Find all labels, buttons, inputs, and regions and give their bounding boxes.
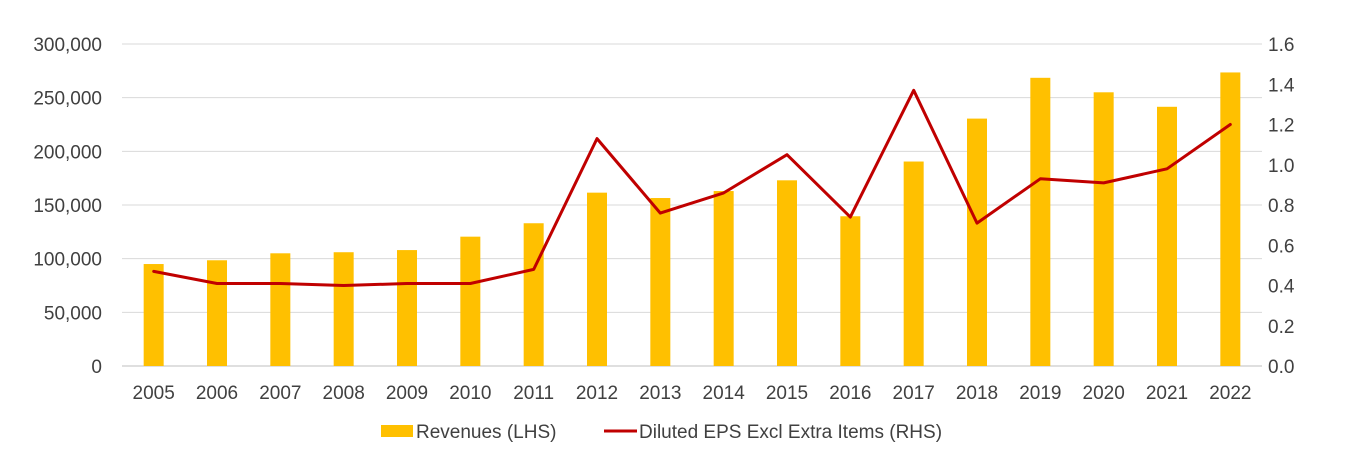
x-tick-label: 2017	[893, 383, 935, 404]
x-tick-label: 2016	[829, 383, 871, 404]
revenue-bar	[777, 180, 797, 366]
x-tick-label: 2018	[956, 383, 998, 404]
revenue-bar	[460, 236, 481, 366]
right-tick-label: 1.6	[1268, 35, 1294, 56]
revenue-bars	[143, 72, 1241, 367]
x-tick-label: 2020	[1083, 383, 1125, 404]
gridlines	[122, 43, 1262, 367]
left-tick-label: 150,000	[33, 196, 102, 217]
right-tick-label: 1.2	[1268, 116, 1294, 137]
legend: Revenues (LHS) Diluted EPS Excl Extra It…	[381, 422, 942, 443]
left-axis-labels: 0 50,000 100,000 150,000 200,000 250,000 300,0…	[33, 35, 102, 378]
x-tick-label: 2012	[576, 383, 618, 404]
revenue-bar	[1093, 92, 1114, 367]
left-tick-label: 100,000	[33, 250, 102, 271]
left-tick-label: 250,000	[33, 89, 102, 110]
revenue-bar	[967, 118, 987, 366]
x-tick-label: 2008	[323, 383, 365, 404]
revenue-bar	[1220, 72, 1241, 367]
right-tick-label: 0.4	[1268, 277, 1295, 298]
revenue-bar	[903, 161, 924, 366]
revenue-bar	[840, 216, 861, 366]
revenue-bar	[1157, 106, 1177, 366]
revenue-bar	[1030, 77, 1051, 366]
revenue-bar	[523, 223, 544, 366]
legend-label-eps: Diluted EPS Excl Extra Items (RHS)	[639, 422, 942, 443]
x-axis-labels: 2005 2006 2007 2008 2009 2010 2011 2012 2013 2014…	[133, 383, 1252, 404]
x-tick-label: 2006	[196, 383, 238, 404]
revenue-bar	[713, 191, 734, 366]
x-tick-label: 2007	[259, 383, 301, 404]
revenue-bar	[333, 252, 354, 366]
x-tick-label: 2019	[1019, 383, 1061, 404]
revenue-bar	[650, 198, 671, 366]
x-tick-label: 2014	[703, 383, 746, 404]
right-tick-label: 1.4	[1268, 75, 1295, 96]
right-tick-label: 0.8	[1268, 196, 1294, 217]
revenue-bar	[207, 260, 227, 366]
left-tick-label: 50,000	[44, 303, 102, 324]
left-tick-label: 300,000	[33, 35, 102, 56]
right-tick-label: 0.2	[1268, 317, 1294, 338]
revenue-bar	[397, 250, 417, 366]
legend-label-revenues: Revenues (LHS)	[416, 422, 556, 443]
x-tick-label: 2009	[386, 383, 428, 404]
right-tick-label: 0.6	[1268, 236, 1294, 257]
x-tick-label: 2021	[1146, 383, 1188, 404]
x-tick-label: 2005	[133, 383, 175, 404]
x-tick-label: 2015	[766, 383, 808, 404]
right-axis-labels: 0.0 0.2 0.4 0.6 0.8 1.0 1.2 1.4 1.6	[1268, 35, 1295, 378]
left-tick-label: 0	[91, 357, 102, 378]
eps-line-series	[152, 88, 1232, 287]
legend-swatch-revenues	[381, 425, 413, 437]
left-tick-label: 200,000	[33, 142, 102, 163]
right-tick-label: 1.0	[1268, 156, 1294, 177]
x-tick-label: 2011	[513, 383, 554, 404]
revenue-bar	[143, 264, 164, 366]
x-tick-label: 2013	[639, 383, 681, 404]
x-tick-label: 2010	[449, 383, 491, 404]
x-tick-label: 2022	[1209, 383, 1251, 404]
revenue-bar	[587, 192, 607, 366]
right-tick-label: 0.0	[1268, 357, 1294, 378]
eps-line	[152, 88, 1232, 287]
revenue-bar	[270, 253, 291, 366]
